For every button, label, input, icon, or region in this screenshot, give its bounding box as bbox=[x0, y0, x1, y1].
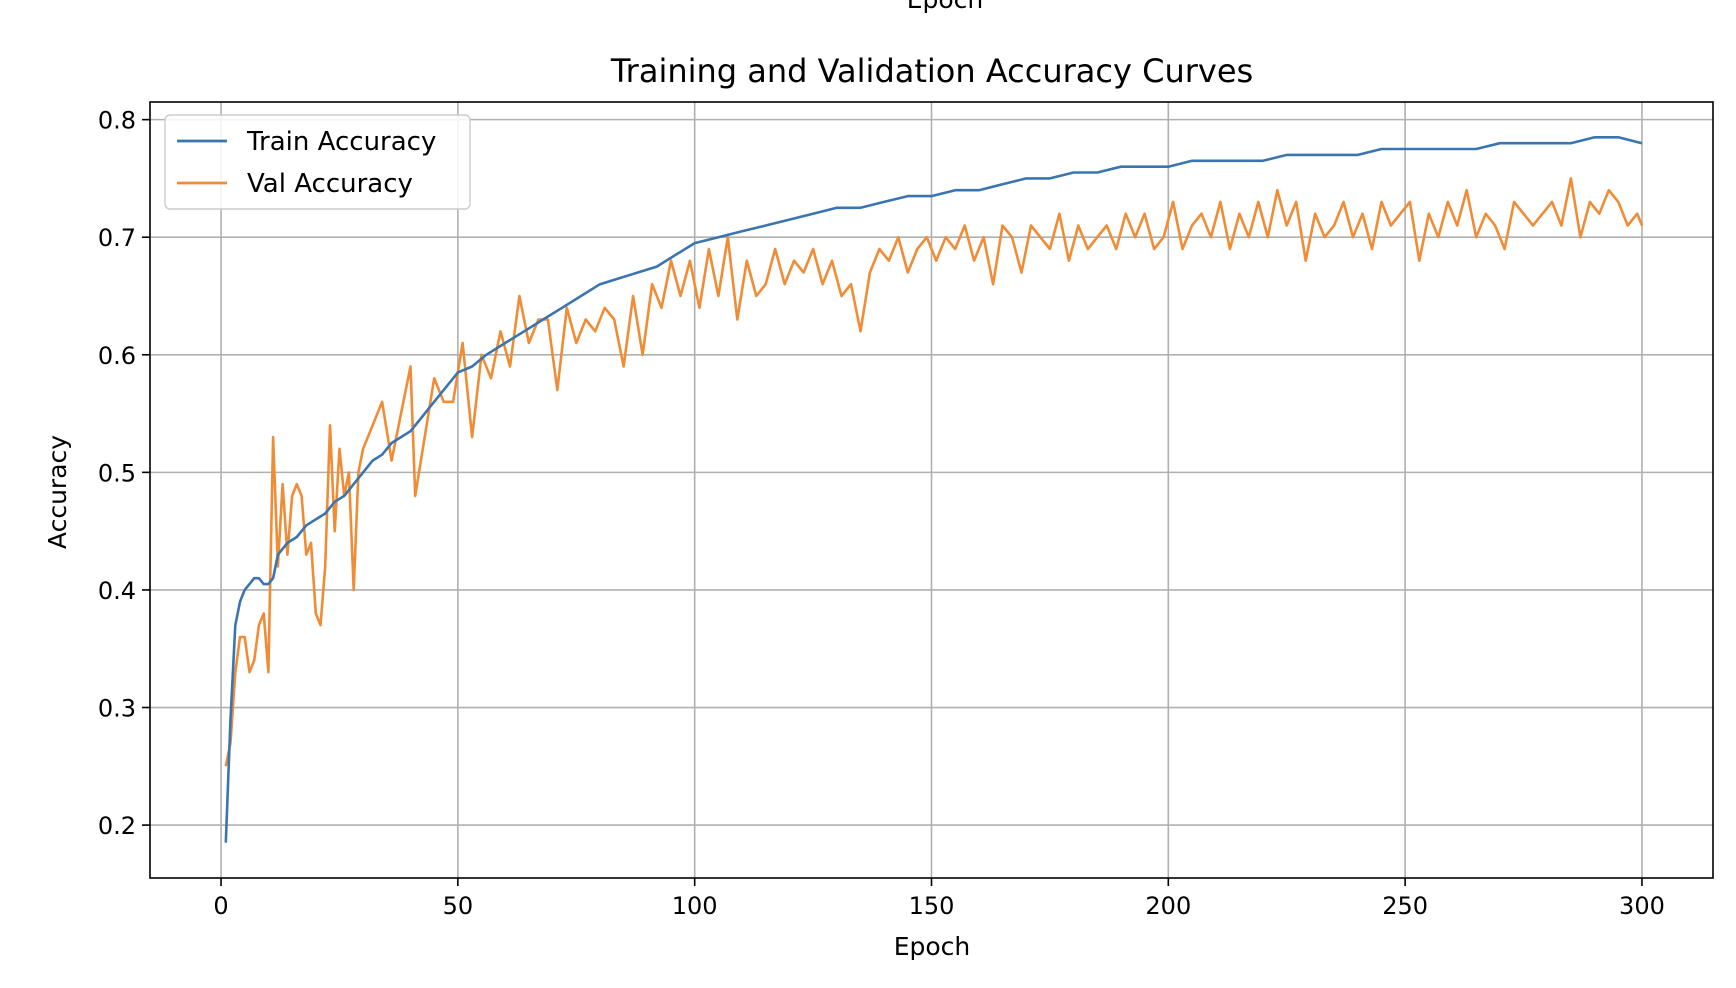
chart-title: Training and Validation Accuracy Curves bbox=[610, 52, 1253, 90]
axis-ticks: 0 50 100 150 200 250 300 0.2 0.3 0.4 0.5 0.6 0.7 0.8 bbox=[98, 107, 1665, 920]
legend-label-val-accuracy: Val Accuracy bbox=[247, 169, 413, 199]
legend: Train Accuracy Val Accuracy bbox=[164, 114, 471, 210]
series-layer bbox=[224, 136, 1644, 843]
y-tick-label-0: 0.2 bbox=[98, 812, 136, 840]
y-tick-label-4: 0.6 bbox=[98, 342, 136, 370]
y-tick-label-1: 0.3 bbox=[98, 695, 136, 723]
x-tick-label-5: 250 bbox=[1382, 892, 1428, 920]
x-tick-label-1: 50 bbox=[443, 892, 474, 920]
x-tick-label-6: 300 bbox=[1619, 892, 1665, 920]
x-tick-label-0: 0 bbox=[213, 892, 228, 920]
series-line-val-accuracy bbox=[224, 177, 1644, 767]
x-tick-label-2: 100 bbox=[672, 892, 718, 920]
y-axis-title: Accuracy bbox=[43, 435, 72, 549]
y-tick-label-5: 0.7 bbox=[98, 224, 136, 252]
y-tick-label-3: 0.5 bbox=[98, 459, 136, 487]
y-tick-label-2: 0.4 bbox=[98, 577, 136, 605]
x-tick-label-4: 200 bbox=[1145, 892, 1191, 920]
grid-lines bbox=[150, 102, 1713, 878]
clipped-top-label: Epoch bbox=[907, 0, 984, 14]
y-tick-label-6: 0.8 bbox=[98, 107, 136, 135]
x-axis-title: Epoch bbox=[894, 932, 971, 961]
x-tick-label-3: 150 bbox=[909, 892, 955, 920]
legend-box bbox=[164, 114, 471, 210]
series-line-train-accuracy bbox=[224, 136, 1643, 843]
legend-label-train-accuracy: Train Accuracy bbox=[246, 127, 436, 157]
